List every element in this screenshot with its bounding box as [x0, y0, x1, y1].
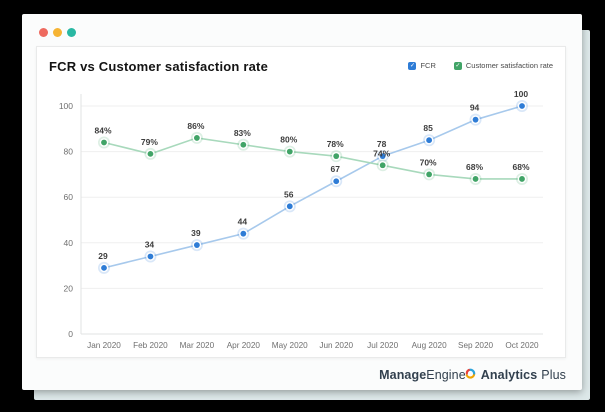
data-point[interactable]	[333, 153, 340, 160]
y-axis-tick-label: 60	[64, 192, 74, 202]
x-axis-tick-label: Oct 2020	[505, 341, 539, 350]
x-axis-tick-label: Jun 2020	[319, 341, 353, 350]
y-axis-tick-label: 100	[59, 101, 73, 111]
y-axis-tick-label: 80	[64, 147, 74, 157]
data-point[interactable]	[379, 162, 386, 169]
data-point[interactable]	[519, 176, 525, 182]
x-axis-tick-label: Aug 2020	[412, 341, 448, 350]
brand-manage: Manage	[379, 368, 427, 382]
data-point[interactable]	[379, 153, 386, 160]
data-point-label: 85	[423, 123, 433, 133]
data-point-label: 100	[514, 89, 528, 99]
zoom-button-icon[interactable]	[67, 28, 76, 37]
chart-panel: FCR vs Customer satisfaction rate ✓ FCR …	[36, 46, 566, 358]
data-point[interactable]	[193, 242, 200, 248]
data-point[interactable]	[147, 150, 154, 157]
data-point[interactable]	[426, 171, 433, 178]
data-point-label: 29	[98, 251, 108, 261]
data-point-label: 78	[377, 139, 387, 149]
close-button-icon[interactable]	[39, 28, 48, 37]
data-point[interactable]	[240, 230, 247, 237]
x-axis-tick-label: Jan 2020	[87, 341, 121, 350]
series-line-fcr	[103, 105, 523, 269]
legend-item-fcr[interactable]: ✓ FCR	[408, 61, 436, 70]
app-window: FCR vs Customer satisfaction rate ✓ FCR …	[22, 14, 582, 390]
data-point[interactable]	[286, 148, 293, 155]
data-point[interactable]	[101, 264, 107, 271]
manageengine-swirl-icon	[465, 368, 476, 379]
data-point-label: 74%	[373, 148, 390, 158]
minimize-button-icon[interactable]	[53, 28, 62, 37]
chart-legend: ✓ FCR ✓ Customer satisfaction rate	[408, 61, 553, 70]
data-point[interactable]	[519, 103, 525, 109]
chart-title: FCR vs Customer satisfaction rate	[49, 59, 268, 74]
data-point-label: 79%	[141, 137, 158, 147]
data-point[interactable]	[333, 178, 340, 185]
x-axis-tick-label: Jul 2020	[367, 341, 398, 350]
data-point[interactable]	[147, 253, 154, 260]
checkbox-checked-icon: ✓	[408, 61, 417, 70]
data-point-label: 68%	[466, 162, 483, 172]
data-point-label: 34	[145, 239, 155, 249]
y-axis-tick-label: 40	[64, 238, 74, 248]
x-axis-tick-label: Apr 2020	[227, 341, 261, 350]
line-chart: 0 20 40 60 80 100 Jan 2020 Feb 2020 Mar 2020 Apr …	[59, 89, 543, 350]
x-axis-tick-label: Feb 2020	[133, 341, 168, 350]
x-axis-tick-label: May 2020	[272, 341, 308, 350]
brand-plus: Plus	[541, 368, 566, 382]
legend-label: FCR	[420, 61, 436, 70]
brand-analytics: Analytics	[480, 368, 538, 382]
brand-engine: Engine	[426, 368, 466, 382]
data-point-label: 80%	[280, 135, 297, 145]
x-axis-tick-label: Sep 2020	[458, 341, 494, 350]
data-point-label: 78%	[327, 139, 344, 149]
data-point[interactable]	[286, 203, 293, 210]
data-point-label: 70%	[420, 157, 437, 167]
data-point-label: 84%	[94, 125, 111, 135]
data-point-label: 86%	[187, 121, 204, 131]
data-point-label: 39	[191, 228, 201, 238]
data-point-label: 68%	[512, 162, 529, 172]
data-point-label: 44	[238, 217, 248, 227]
data-point[interactable]	[240, 141, 247, 148]
data-point[interactable]	[472, 176, 479, 182]
legend-label: Customer satisfaction rate	[465, 61, 553, 70]
data-point[interactable]	[101, 139, 107, 146]
data-point-label: 83%	[234, 128, 251, 138]
x-axis-tick-label: Mar 2020	[180, 341, 215, 350]
data-point[interactable]	[472, 116, 479, 123]
data-point-label: 56	[284, 189, 294, 199]
data-point-label: 67	[330, 164, 340, 174]
y-axis-tick-label: 20	[64, 283, 74, 293]
brand-logo: Manage Engine Analytics Plus	[379, 368, 566, 382]
checkbox-checked-icon: ✓	[453, 61, 462, 70]
data-point-label: 94	[470, 103, 480, 113]
window-controls	[39, 28, 76, 37]
series-line-customer-satisfaction-rate	[103, 137, 522, 180]
y-axis-tick-label: 0	[68, 329, 73, 339]
data-point[interactable]	[193, 135, 200, 141]
legend-item-customer-satisfaction[interactable]: ✓ Customer satisfaction rate	[453, 61, 553, 70]
data-point[interactable]	[426, 137, 433, 144]
